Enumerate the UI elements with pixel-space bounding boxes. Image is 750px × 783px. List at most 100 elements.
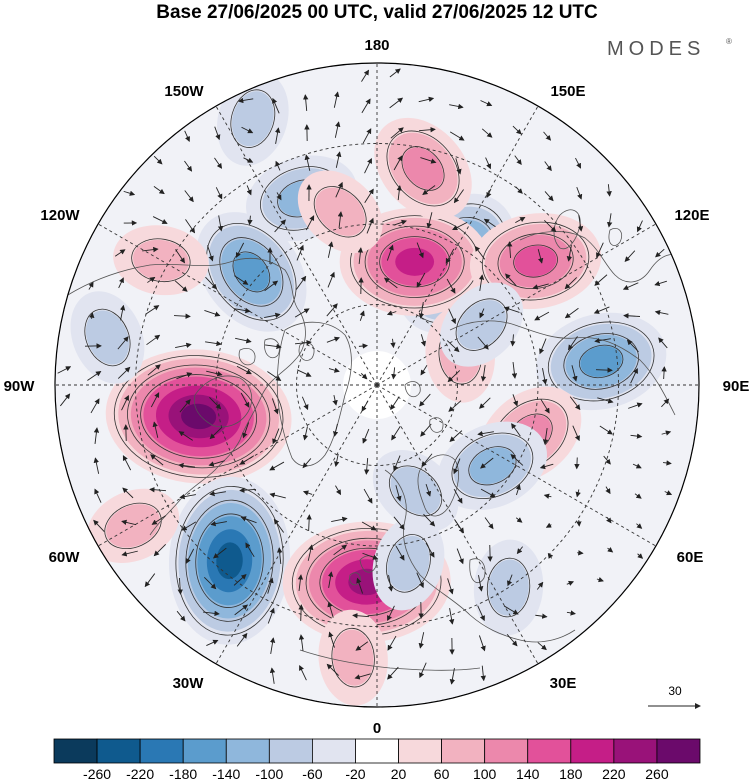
wind-vector xyxy=(544,161,552,172)
wind-vector xyxy=(93,457,100,474)
wind-vector xyxy=(594,274,608,286)
wind-vector xyxy=(202,610,220,617)
lon-label-0: 0 xyxy=(373,720,381,737)
wind-vector xyxy=(275,160,281,171)
wind-vector xyxy=(655,248,665,258)
wind-vector xyxy=(176,610,186,622)
wind-vector xyxy=(393,455,401,472)
wind-vector xyxy=(661,366,667,380)
anomaly-center xyxy=(70,291,145,384)
wind-vector xyxy=(185,219,196,234)
wind-vector xyxy=(236,632,248,647)
wind-vector xyxy=(361,98,371,114)
wind-vector xyxy=(272,97,280,114)
wind-vector xyxy=(540,398,550,414)
wind-vector xyxy=(337,211,344,228)
wind-vector xyxy=(298,634,305,651)
wind-vector xyxy=(335,151,342,168)
wind-vector xyxy=(235,337,252,344)
wind-vector xyxy=(215,187,223,200)
brand-logo: MODES ® xyxy=(607,37,732,60)
wind-vector xyxy=(152,216,168,224)
wind-vector xyxy=(564,307,579,319)
wind-vector xyxy=(396,185,402,201)
wind-vector xyxy=(264,280,279,292)
wind-vector xyxy=(247,215,253,226)
wind-vector xyxy=(246,185,252,196)
colorbar: -260 -220 -180 -140 -100 -60 -20 20 60 100 140 180 2… xyxy=(53,738,701,782)
wind-vector xyxy=(630,367,638,384)
wind-vector xyxy=(607,547,614,553)
wind-vector xyxy=(59,393,71,407)
wind-vector xyxy=(334,121,341,138)
wind-vector xyxy=(632,463,642,469)
wind-vector xyxy=(93,427,100,444)
wind-vector xyxy=(390,338,396,349)
coastline-caspian xyxy=(469,558,486,583)
wind-vector xyxy=(237,97,254,104)
wind-vector xyxy=(503,605,519,615)
colorbar-tick-label: -260 xyxy=(83,766,111,782)
wind-vector xyxy=(212,547,227,559)
wind-vector xyxy=(178,431,193,441)
wind-vector xyxy=(393,155,403,171)
wind-vector xyxy=(269,461,285,471)
wind-vector xyxy=(542,428,549,445)
wind-vector xyxy=(456,548,464,565)
wind-vector xyxy=(511,362,518,379)
wind-vector xyxy=(577,215,584,232)
wind-vector xyxy=(302,490,313,496)
wind-vector xyxy=(297,574,304,591)
wind-vector xyxy=(359,310,365,321)
wind-vector xyxy=(663,460,672,466)
wind-vector xyxy=(484,517,494,530)
wind-vector xyxy=(274,219,286,233)
wind-vector xyxy=(395,545,405,561)
wind-vector xyxy=(480,665,486,682)
wind-vector xyxy=(151,515,166,525)
wind-vector xyxy=(477,605,485,622)
wind-vector xyxy=(448,608,455,625)
wind-vector xyxy=(387,666,399,680)
wind-vector xyxy=(333,91,340,108)
brand-mark: ® xyxy=(726,37,732,46)
wind-vector xyxy=(416,242,424,259)
wind-vector xyxy=(363,488,373,504)
wind-vector xyxy=(152,421,159,438)
wind-vector xyxy=(176,372,193,380)
wind-vector xyxy=(352,613,370,619)
wind-vector xyxy=(332,423,339,437)
wind-vector xyxy=(572,425,580,442)
wind-vector xyxy=(515,186,523,194)
wind-vector xyxy=(360,373,368,380)
wind-vector xyxy=(356,577,364,594)
wind-vector xyxy=(485,157,492,170)
graticule xyxy=(55,63,699,707)
colorbar-swatch xyxy=(398,738,442,764)
wind-vector xyxy=(117,336,129,350)
wind-vector xyxy=(567,336,578,351)
wind-vector xyxy=(505,273,517,287)
anomaly-center xyxy=(86,488,180,563)
wind-vector xyxy=(628,402,643,409)
colorbar-swatch xyxy=(355,738,399,764)
wind-vector xyxy=(624,250,636,263)
wind-vector xyxy=(87,371,102,381)
wind-vector xyxy=(426,212,433,229)
wind-vector xyxy=(390,396,400,411)
wind-vector xyxy=(271,398,279,415)
wind-vector xyxy=(206,370,223,377)
wind-vector xyxy=(387,575,394,592)
wind-vector xyxy=(535,613,548,619)
wind-vector xyxy=(605,486,611,495)
wind-vector xyxy=(419,393,431,407)
coastline-siberia xyxy=(449,320,676,416)
wind-vector xyxy=(274,127,281,144)
wind-vector xyxy=(395,485,402,502)
wind-vector xyxy=(543,493,552,499)
wind-vector xyxy=(206,639,219,646)
wind-vector xyxy=(173,313,191,319)
wind-vector xyxy=(452,221,468,231)
wind-vector xyxy=(594,337,611,344)
wind-vector xyxy=(477,430,494,437)
